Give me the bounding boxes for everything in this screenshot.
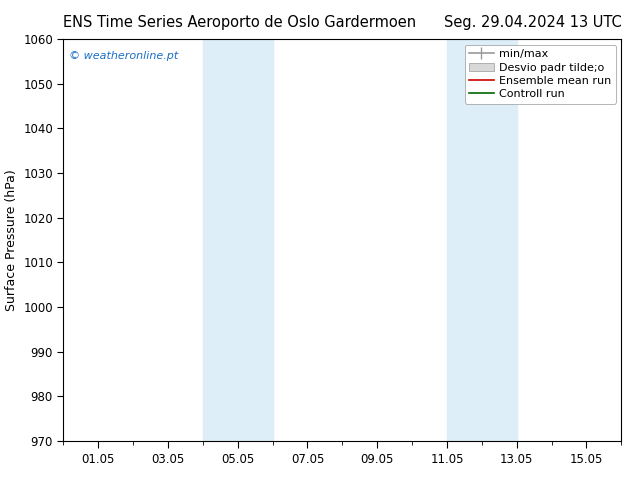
Bar [447,39,482,441]
Bar [203,39,238,441]
Bar [482,39,517,441]
Legend: min/max, Desvio padr tilde;o, Ensemble mean run, Controll run: min/max, Desvio padr tilde;o, Ensemble m… [465,45,616,104]
Y-axis label: Surface Pressure (hPa): Surface Pressure (hPa) [4,169,18,311]
Text: ENS Time Series Aeroporto de Oslo Gardermoen: ENS Time Series Aeroporto de Oslo Garder… [63,15,417,30]
Text: Seg. 29.04.2024 13 UTC: Seg. 29.04.2024 13 UTC [444,15,621,30]
Bar [238,39,273,441]
Text: © weatheronline.pt: © weatheronline.pt [69,51,178,61]
